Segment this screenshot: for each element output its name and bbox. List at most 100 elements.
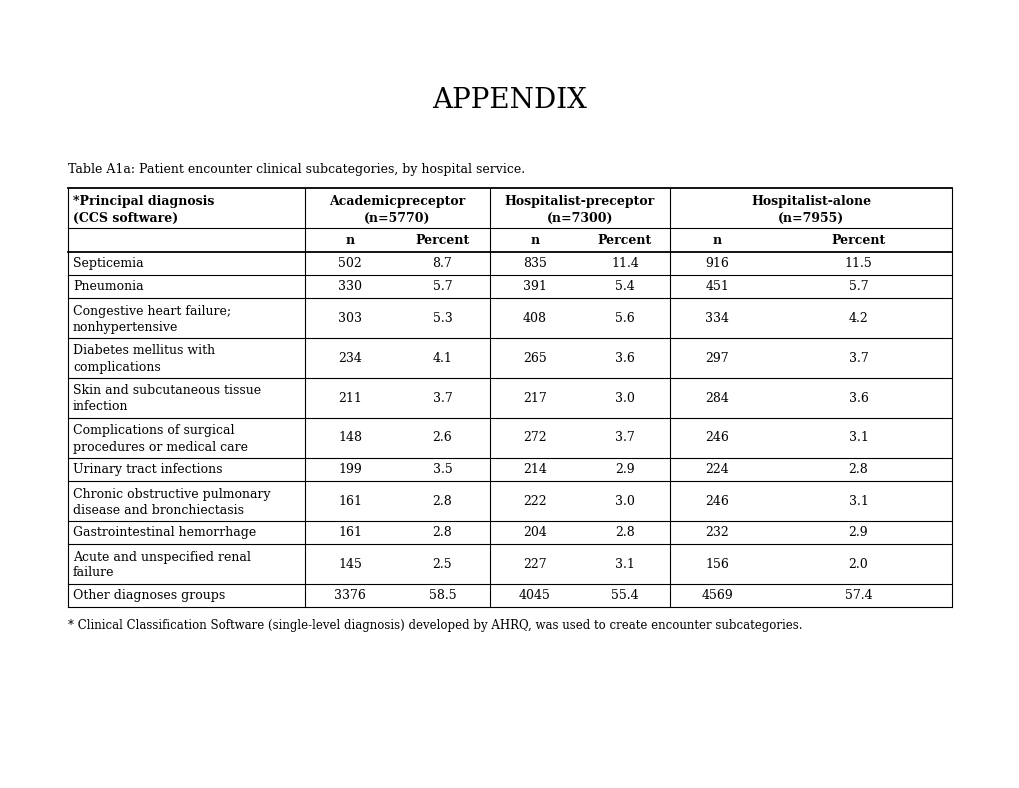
Text: 58.5: 58.5 <box>428 589 455 602</box>
Text: 161: 161 <box>337 495 362 507</box>
Text: 3.1: 3.1 <box>614 557 634 571</box>
Text: Skin and subcutaneous tissue: Skin and subcutaneous tissue <box>73 385 261 397</box>
Text: 2.8: 2.8 <box>848 463 867 476</box>
Text: 234: 234 <box>337 351 362 365</box>
Text: 502: 502 <box>337 257 362 270</box>
Text: 5.3: 5.3 <box>432 311 452 325</box>
Text: 214: 214 <box>523 463 546 476</box>
Text: 3.7: 3.7 <box>848 351 867 365</box>
Text: 3376: 3376 <box>334 589 366 602</box>
Text: 145: 145 <box>337 557 362 571</box>
Text: 3.1: 3.1 <box>848 495 867 507</box>
Text: Other diagnoses groups: Other diagnoses groups <box>73 589 225 602</box>
Text: Percent: Percent <box>415 233 469 247</box>
Text: n: n <box>530 233 539 247</box>
Text: (CCS software): (CCS software) <box>73 211 178 225</box>
Text: 2.9: 2.9 <box>848 526 867 539</box>
Text: Congestive heart failure;: Congestive heart failure; <box>73 304 231 318</box>
Text: n: n <box>345 233 355 247</box>
Text: 227: 227 <box>523 557 546 571</box>
Text: procedures or medical care: procedures or medical care <box>73 440 248 454</box>
Text: failure: failure <box>73 567 114 579</box>
Text: 148: 148 <box>337 432 362 444</box>
Text: 4569: 4569 <box>701 589 733 602</box>
Text: 211: 211 <box>337 392 362 404</box>
Text: 156: 156 <box>705 557 729 571</box>
Text: 55.4: 55.4 <box>610 589 638 602</box>
Text: 2.8: 2.8 <box>432 495 452 507</box>
Text: n: n <box>712 233 721 247</box>
Text: 5.6: 5.6 <box>614 311 634 325</box>
Text: Diabetes mellitus with: Diabetes mellitus with <box>73 344 215 358</box>
Text: 3.0: 3.0 <box>614 495 634 507</box>
Text: 5.7: 5.7 <box>848 280 867 293</box>
Text: nonhypertensive: nonhypertensive <box>73 321 178 333</box>
Text: * Clinical Classification Software (single-level diagnosis) developed by AHRQ, w: * Clinical Classification Software (sing… <box>68 619 802 631</box>
Text: *Principal diagnosis: *Principal diagnosis <box>73 195 214 207</box>
Text: 334: 334 <box>705 311 729 325</box>
Text: 835: 835 <box>523 257 546 270</box>
Text: 4045: 4045 <box>519 589 550 602</box>
Text: 2.8: 2.8 <box>614 526 634 539</box>
Text: 4.2: 4.2 <box>848 311 867 325</box>
Text: 3.7: 3.7 <box>432 392 452 404</box>
Text: 916: 916 <box>705 257 729 270</box>
Text: (n=7300): (n=7300) <box>546 211 612 225</box>
Text: infection: infection <box>73 400 128 414</box>
Text: Septicemia: Septicemia <box>73 257 144 270</box>
Text: 11.4: 11.4 <box>610 257 638 270</box>
Text: 297: 297 <box>705 351 729 365</box>
Text: 265: 265 <box>523 351 546 365</box>
Text: Percent: Percent <box>597 233 651 247</box>
Text: 161: 161 <box>337 526 362 539</box>
Text: Percent: Percent <box>830 233 884 247</box>
Text: 303: 303 <box>337 311 362 325</box>
Text: 224: 224 <box>705 463 729 476</box>
Text: (n=7955): (n=7955) <box>777 211 844 225</box>
Text: 3.1: 3.1 <box>848 432 867 444</box>
Text: 11.5: 11.5 <box>844 257 871 270</box>
Text: 3.6: 3.6 <box>614 351 634 365</box>
Text: disease and bronchiectasis: disease and bronchiectasis <box>73 504 244 516</box>
Text: 246: 246 <box>705 432 729 444</box>
Text: complications: complications <box>73 360 161 374</box>
Text: Pneumonia: Pneumonia <box>73 280 144 293</box>
Text: (n=5770): (n=5770) <box>364 211 430 225</box>
Text: 232: 232 <box>705 526 729 539</box>
Text: Complications of surgical: Complications of surgical <box>73 425 234 437</box>
Text: 3.0: 3.0 <box>614 392 634 404</box>
Text: 2.8: 2.8 <box>432 526 452 539</box>
Text: 204: 204 <box>523 526 546 539</box>
Text: 57.4: 57.4 <box>844 589 871 602</box>
Text: Hospitalist-preceptor: Hospitalist-preceptor <box>504 195 654 207</box>
Text: 272: 272 <box>523 432 546 444</box>
Text: 284: 284 <box>705 392 729 404</box>
Text: 5.7: 5.7 <box>432 280 451 293</box>
Text: APPENDIX: APPENDIX <box>432 87 587 113</box>
Text: 2.5: 2.5 <box>432 557 451 571</box>
Text: 246: 246 <box>705 495 729 507</box>
Text: 222: 222 <box>523 495 546 507</box>
Text: 3.6: 3.6 <box>848 392 867 404</box>
Text: 3.7: 3.7 <box>614 432 634 444</box>
Text: Acute and unspecified renal: Acute and unspecified renal <box>73 551 251 563</box>
Text: 8.7: 8.7 <box>432 257 452 270</box>
Text: 2.0: 2.0 <box>848 557 867 571</box>
Text: 5.4: 5.4 <box>614 280 634 293</box>
Text: 330: 330 <box>337 280 362 293</box>
Text: 391: 391 <box>523 280 546 293</box>
Text: 451: 451 <box>705 280 729 293</box>
Text: Academicpreceptor: Academicpreceptor <box>329 195 465 207</box>
Text: 2.9: 2.9 <box>614 463 634 476</box>
Text: 2.6: 2.6 <box>432 432 452 444</box>
Text: Hospitalist-alone: Hospitalist-alone <box>750 195 870 207</box>
Text: Urinary tract infections: Urinary tract infections <box>73 463 222 476</box>
Text: 408: 408 <box>523 311 546 325</box>
Text: Gastrointestinal hemorrhage: Gastrointestinal hemorrhage <box>73 526 256 539</box>
Text: 217: 217 <box>523 392 546 404</box>
Text: Table A1a: Patient encounter clinical subcategories, by hospital service.: Table A1a: Patient encounter clinical su… <box>68 163 525 177</box>
Text: 4.1: 4.1 <box>432 351 452 365</box>
Text: 199: 199 <box>337 463 362 476</box>
Text: Chronic obstructive pulmonary: Chronic obstructive pulmonary <box>73 488 270 500</box>
Text: 3.5: 3.5 <box>432 463 452 476</box>
